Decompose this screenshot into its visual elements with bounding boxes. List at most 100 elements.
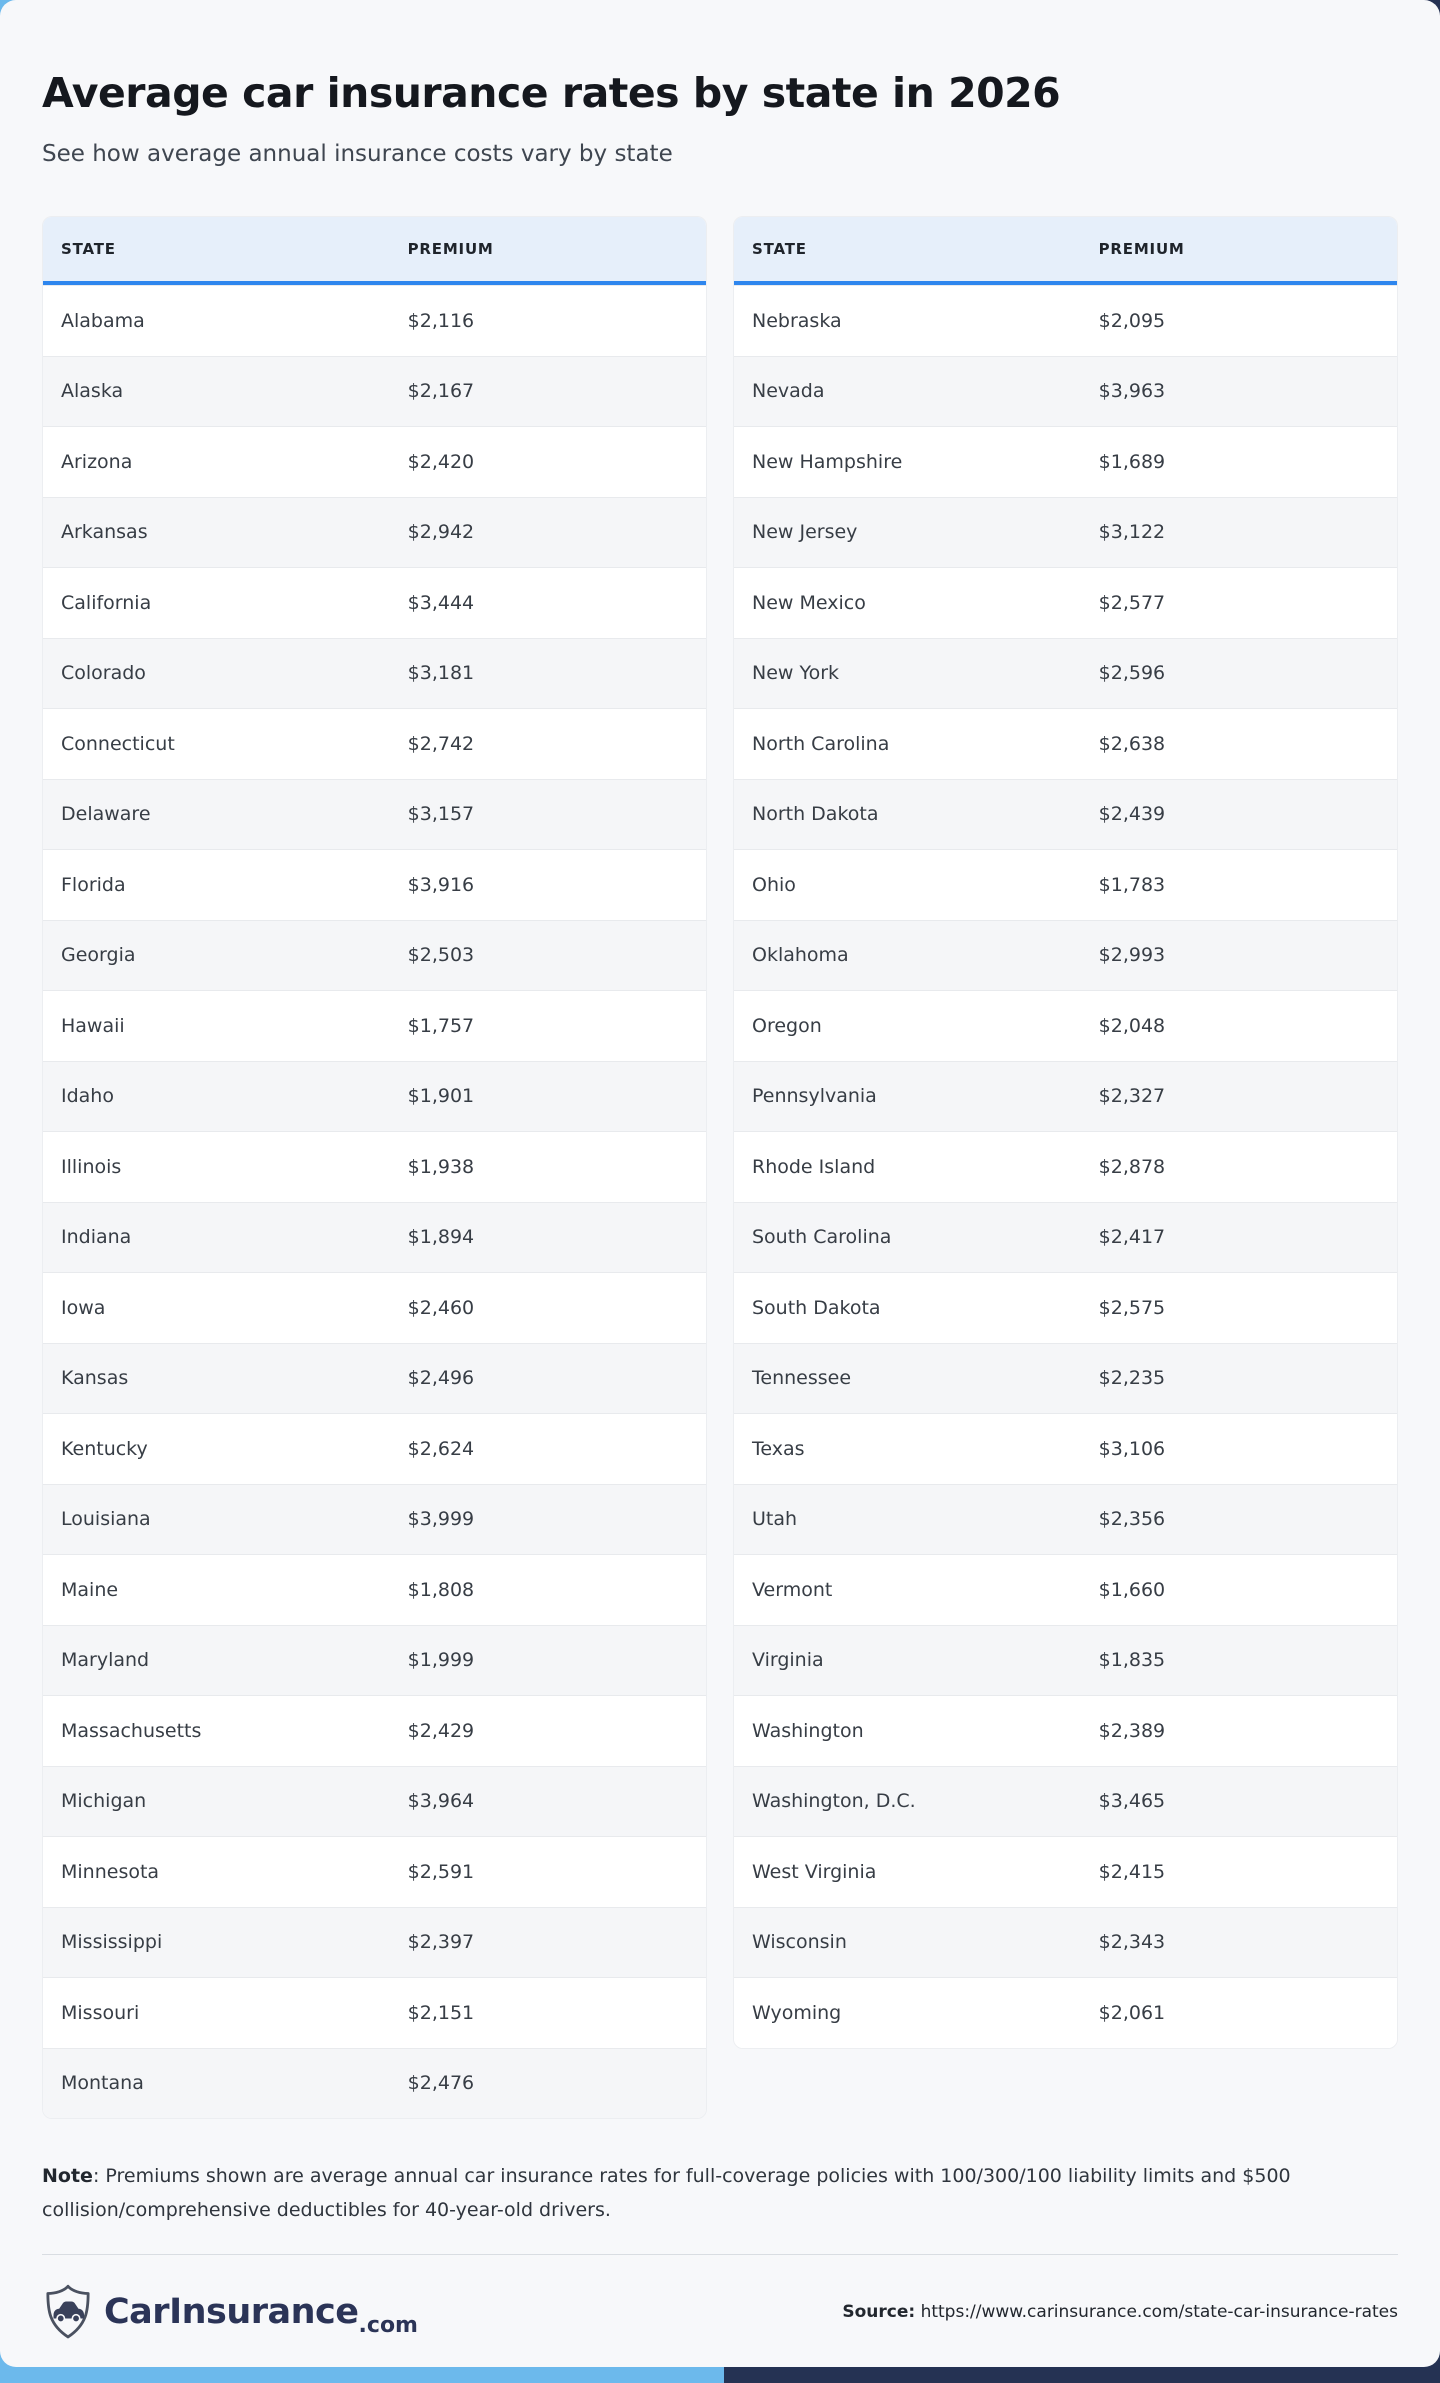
state-cell: Oklahoma bbox=[752, 944, 849, 967]
table-row: South Dakota $2,575 bbox=[734, 1272, 1397, 1343]
bottom-bar-light-segment bbox=[0, 2367, 725, 2383]
state-cell: Idaho bbox=[61, 1085, 114, 1108]
footnote: Note: Premiums shown are average annual … bbox=[42, 2159, 1398, 2227]
table-row: Indiana $1,894 bbox=[43, 1201, 706, 1272]
state-cell: Oregon bbox=[752, 1014, 822, 1037]
premium-cell: $2,503 bbox=[407, 944, 475, 967]
state-cell: Massachusetts bbox=[61, 1719, 202, 1742]
state-cell: West Virginia bbox=[752, 1860, 877, 1883]
premium-cell: $3,465 bbox=[1098, 1790, 1166, 1813]
table-row: Delaware $3,157 bbox=[43, 778, 706, 849]
premium-cell: $3,999 bbox=[407, 1508, 475, 1531]
brand-logo: CarInsurance .com bbox=[42, 2283, 418, 2341]
table-row: Arkansas $2,942 bbox=[43, 496, 706, 567]
premium-cell: $2,624 bbox=[407, 1437, 475, 1460]
state-cell: North Dakota bbox=[752, 803, 879, 826]
table-row: Louisiana $3,999 bbox=[43, 1483, 706, 1554]
table-row: Idaho $1,901 bbox=[43, 1060, 706, 1131]
state-cell: Kansas bbox=[61, 1367, 129, 1390]
tables-container: STATE PREMIUM Alabama $2,116 Alaska $2,167 A… bbox=[42, 216, 1398, 2119]
table-row: Utah $2,356 bbox=[734, 1483, 1397, 1554]
state-cell: Utah bbox=[752, 1508, 798, 1531]
column-header-premium: PREMIUM bbox=[407, 240, 494, 258]
table-row: Virginia $1,835 bbox=[734, 1624, 1397, 1695]
column-header-state: STATE bbox=[752, 240, 807, 258]
table-row: North Carolina $2,638 bbox=[734, 708, 1397, 779]
source-label: Source: bbox=[842, 2302, 916, 2322]
table-row: Alabama $2,116 bbox=[43, 285, 706, 356]
state-cell: Arkansas bbox=[61, 521, 148, 544]
table-row: Kentucky $2,624 bbox=[43, 1413, 706, 1484]
table-row: New Jersey $3,122 bbox=[734, 496, 1397, 567]
table-row: Oregon $2,048 bbox=[734, 990, 1397, 1061]
state-cell: South Carolina bbox=[752, 1226, 892, 1249]
state-cell: Colorado bbox=[61, 662, 146, 685]
premium-cell: $2,420 bbox=[407, 450, 475, 473]
state-cell: New Hampshire bbox=[752, 450, 903, 473]
premium-cell: $1,938 bbox=[407, 1155, 475, 1178]
table-row: Missouri $2,151 bbox=[43, 1977, 706, 2048]
column-header-state: STATE bbox=[61, 240, 116, 258]
state-cell: Wyoming bbox=[752, 2001, 842, 2024]
state-cell: New York bbox=[752, 662, 840, 685]
table-row: Hawaii $1,757 bbox=[43, 990, 706, 1061]
state-cell: Montana bbox=[61, 2072, 144, 2095]
premium-cell: $2,389 bbox=[1098, 1719, 1166, 1742]
premium-cell: $1,999 bbox=[407, 1649, 475, 1672]
state-cell: Pennsylvania bbox=[752, 1085, 877, 1108]
state-cell: California bbox=[61, 591, 152, 614]
state-cell: Illinois bbox=[61, 1155, 122, 1178]
table-header: STATE PREMIUM bbox=[43, 217, 706, 285]
column-header-premium: PREMIUM bbox=[1098, 240, 1185, 258]
state-cell: Connecticut bbox=[61, 732, 175, 755]
table-row: Maine $1,808 bbox=[43, 1554, 706, 1625]
premium-cell: $3,122 bbox=[1098, 521, 1166, 544]
state-premium-table-left: STATE PREMIUM Alabama $2,116 Alaska $2,167 A… bbox=[42, 216, 707, 2119]
premium-cell: $2,993 bbox=[1098, 944, 1166, 967]
page-title: Average car insurance rates by state in … bbox=[42, 69, 1061, 117]
table-row: Connecticut $2,742 bbox=[43, 708, 706, 779]
table-row: Oklahoma $2,993 bbox=[734, 919, 1397, 990]
state-premium-table-right: STATE PREMIUM Nebraska $2,095 Nevada $3,963… bbox=[733, 216, 1398, 2049]
premium-cell: $1,835 bbox=[1098, 1649, 1166, 1672]
premium-cell: $3,157 bbox=[407, 803, 475, 826]
table-row: Alaska $2,167 bbox=[43, 355, 706, 426]
premium-cell: $2,343 bbox=[1098, 1931, 1166, 1954]
table-row: South Carolina $2,417 bbox=[734, 1201, 1397, 1272]
state-cell: New Jersey bbox=[752, 521, 858, 544]
bottom-bar-dark-segment bbox=[724, 2367, 1440, 2383]
source-attribution: Source: https://www.carinsurance.com/sta… bbox=[842, 2302, 1398, 2322]
premium-cell: $2,638 bbox=[1098, 732, 1166, 755]
premium-cell: $2,095 bbox=[1098, 309, 1166, 332]
premium-cell: $2,327 bbox=[1098, 1085, 1166, 1108]
table-row: Massachusetts $2,429 bbox=[43, 1695, 706, 1766]
state-cell: Hawaii bbox=[61, 1014, 125, 1037]
table-row: Michigan $3,964 bbox=[43, 1765, 706, 1836]
table-row: Nebraska $2,095 bbox=[734, 285, 1397, 356]
state-cell: Minnesota bbox=[61, 1860, 160, 1883]
brand-tld: .com bbox=[358, 2313, 418, 2338]
premium-cell: $1,757 bbox=[407, 1014, 475, 1037]
state-cell: Louisiana bbox=[61, 1508, 151, 1531]
premium-cell: $2,417 bbox=[1098, 1226, 1166, 1249]
state-cell: Indiana bbox=[61, 1226, 132, 1249]
state-cell: Maine bbox=[61, 1578, 119, 1601]
premium-cell: $2,167 bbox=[407, 380, 475, 403]
table-row: North Dakota $2,439 bbox=[734, 778, 1397, 849]
premium-cell: $1,894 bbox=[407, 1226, 475, 1249]
premium-cell: $1,808 bbox=[407, 1578, 475, 1601]
state-cell: North Carolina bbox=[752, 732, 890, 755]
state-cell: Tennessee bbox=[752, 1367, 852, 1390]
table-row: New Hampshire $1,689 bbox=[734, 426, 1397, 497]
table-body: Nebraska $2,095 Nevada $3,963 New Hampshire $… bbox=[734, 285, 1397, 2048]
state-cell: Maryland bbox=[61, 1649, 150, 1672]
state-cell: Florida bbox=[61, 873, 126, 896]
table-body: Alabama $2,116 Alaska $2,167 Arizona $2,420 Ar… bbox=[43, 285, 706, 2118]
table-header: STATE PREMIUM bbox=[734, 217, 1397, 285]
premium-cell: $2,476 bbox=[407, 2072, 475, 2095]
table-row: New York $2,596 bbox=[734, 637, 1397, 708]
state-cell: Wisconsin bbox=[752, 1931, 847, 1954]
table-row: Arizona $2,420 bbox=[43, 426, 706, 497]
table-row: Tennessee $2,235 bbox=[734, 1342, 1397, 1413]
state-cell: Nebraska bbox=[752, 309, 842, 332]
